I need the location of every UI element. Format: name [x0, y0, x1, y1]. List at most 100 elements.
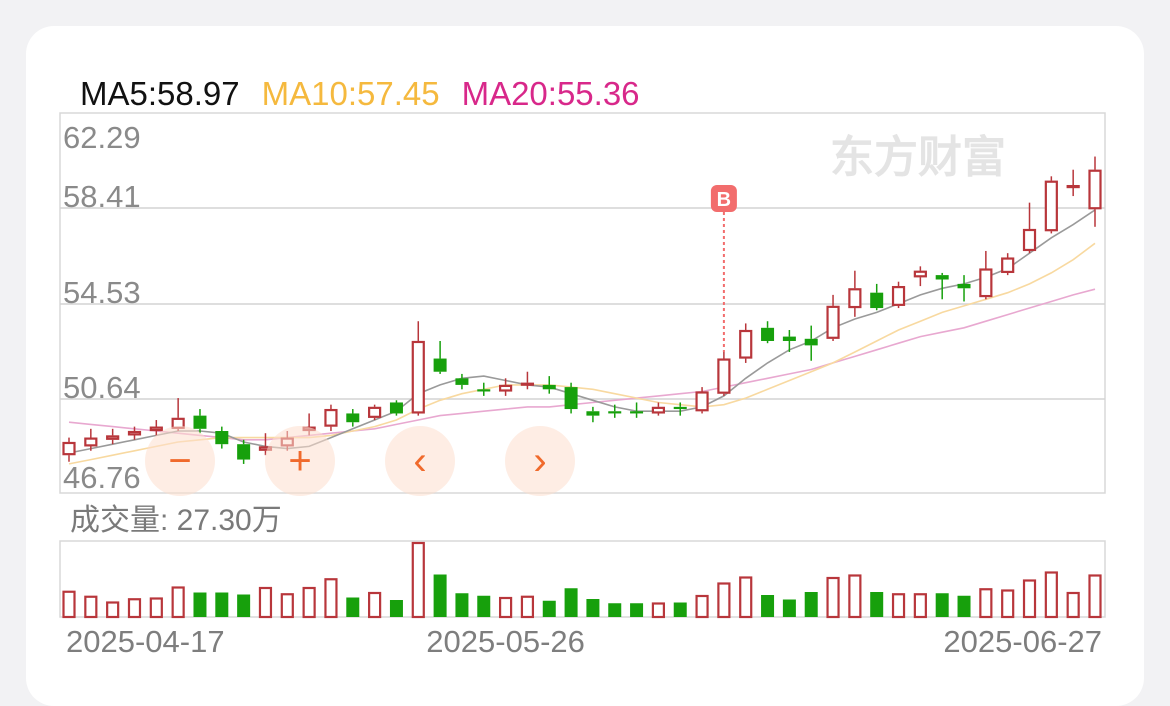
ma5-label: MA5:58.97: [80, 75, 240, 112]
y-tick-label: 62.29: [63, 120, 141, 155]
volume-bar: [870, 592, 884, 617]
ma-legend: MA5:58.97 MA10:57.45 MA20:55.36: [80, 74, 662, 114]
volume-bar: [564, 588, 578, 617]
volume-bar: [891, 593, 906, 619]
y-tick-label: 46.76: [63, 460, 141, 495]
volume-bar: [389, 600, 403, 617]
volume-bar: [1066, 591, 1080, 619]
watermark: 东方财富: [830, 133, 1006, 182]
candle: [717, 351, 731, 396]
next-button[interactable]: ›: [505, 426, 575, 496]
candle: [433, 340, 447, 374]
candle: [804, 325, 818, 361]
volume-bar: [717, 582, 731, 619]
volume-bar: [302, 586, 316, 619]
candle: [957, 275, 971, 302]
volume-bar: [957, 595, 971, 617]
prev-button[interactable]: ‹: [385, 426, 455, 496]
volume-frame: [59, 540, 1106, 618]
kline-chart[interactable]: 东方财富 62.29 58.41 54.53 50.64 46.76 B 成交量: 27…: [0, 0, 1170, 677]
candle-body: [215, 431, 229, 445]
volume-bar: [171, 586, 185, 619]
candle: [935, 272, 949, 300]
candle: [455, 373, 469, 390]
zoom-out-button[interactable]: −: [145, 426, 215, 496]
volume-bar: [127, 598, 142, 619]
x-axis-labels: 2025-04-17 2025-05-26 2025-06-27: [66, 624, 1102, 659]
volume-bar: [1022, 579, 1037, 619]
candle: [848, 270, 862, 317]
candle: [498, 378, 513, 396]
volume-bar: [913, 593, 927, 619]
candle-body: [673, 406, 687, 410]
y-axis-labels: 62.29 58.41 54.53 50.64 46.76: [63, 120, 141, 495]
candle: [651, 402, 666, 416]
x-tick-label: 2025-04-17: [66, 624, 225, 659]
candle: [1044, 176, 1058, 234]
candle: [520, 371, 535, 390]
candle-body: [564, 387, 578, 410]
candle: [1088, 156, 1102, 227]
candle-body: [127, 430, 142, 436]
y-tick-label: 50.64: [63, 370, 141, 405]
candle-body: [1001, 257, 1015, 274]
candle-body: [1066, 184, 1080, 189]
candle-body: [411, 340, 425, 414]
buy-marker-text: B: [717, 189, 731, 211]
volume-bar: [695, 594, 709, 619]
candle-body: [913, 270, 927, 278]
candle: [891, 281, 906, 309]
chart-card: [26, 26, 1144, 706]
buy-marker-badge: [710, 185, 737, 212]
candle: [346, 409, 360, 427]
candle-body: [455, 378, 469, 385]
candle-body: [498, 384, 513, 392]
ma10-line: [68, 242, 1096, 465]
candle-body: [433, 358, 447, 372]
candle: [1022, 202, 1037, 254]
volume-bar: [84, 595, 98, 619]
candle-body: [477, 389, 491, 392]
volume-bar: [324, 578, 338, 619]
candle-body: [62, 441, 76, 456]
volume-bar: [608, 603, 622, 617]
candle: [608, 404, 622, 418]
candle-body: [651, 406, 666, 414]
candle-body: [193, 415, 207, 429]
candle: [695, 387, 709, 414]
volume-bar: [761, 595, 775, 617]
candle-body: [630, 411, 644, 414]
candle: [673, 402, 687, 416]
candle: [324, 404, 338, 432]
zoom-in-button[interactable]: +: [265, 426, 335, 496]
candle: [1066, 169, 1080, 197]
volume-bar: [193, 592, 207, 617]
candle-body: [1088, 169, 1102, 210]
volume-bar: [586, 599, 600, 617]
candle-body: [870, 292, 884, 309]
candle: [761, 321, 775, 344]
volume-label: 成交量: 27.30万: [70, 504, 282, 537]
volume-bar: [739, 576, 753, 619]
volume-bar: [477, 595, 491, 617]
candle-body: [84, 437, 98, 447]
candle-body: [1044, 180, 1058, 232]
candle: [149, 420, 163, 436]
volume-bar: [215, 592, 229, 617]
ma20-line: [68, 288, 1096, 441]
volume-bar: [1044, 571, 1058, 619]
candle-body: [324, 408, 338, 427]
candle-body: [1022, 228, 1037, 252]
candle-body: [608, 411, 622, 414]
candle-body: [149, 426, 163, 432]
price-frame: [59, 112, 1106, 494]
candle: [542, 376, 556, 394]
candle-body: [935, 275, 949, 280]
candle: [826, 294, 840, 341]
volume-bar: [62, 590, 76, 619]
y-tick-label: 54.53: [63, 275, 141, 310]
candle: [564, 382, 578, 414]
candle-body: [957, 283, 971, 289]
volume-bar: [433, 574, 447, 617]
candle: [913, 266, 927, 287]
